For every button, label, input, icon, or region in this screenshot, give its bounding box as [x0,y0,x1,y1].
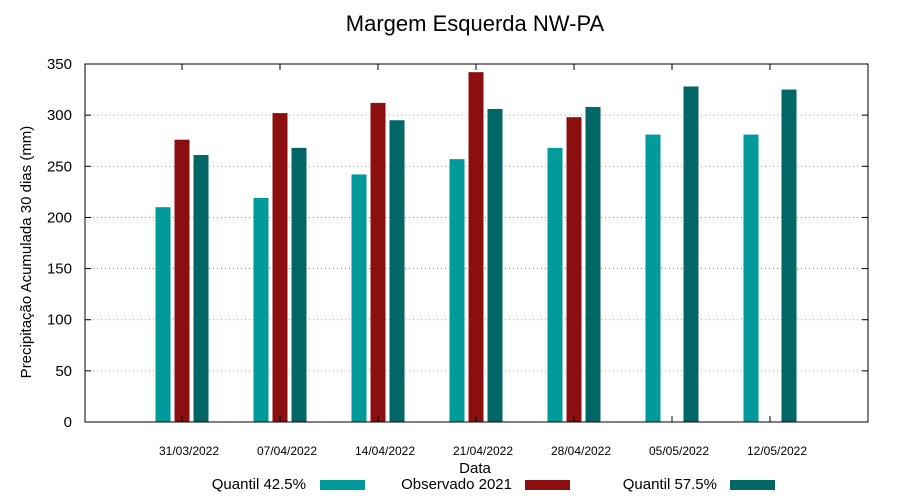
bar [253,197,269,422]
bar [547,147,563,423]
bar [743,134,759,422]
x-tick-label: 14/04/2022 [355,444,415,458]
y-axis-label: Precipitação Acumulada 30 dias (mm) [18,126,35,379]
bar [272,113,288,423]
grid-lines [85,114,868,372]
y-tick-label: 250 [47,158,72,175]
bars [155,72,797,423]
bar [449,159,465,422]
bar [370,102,386,423]
y-tick-label: 350 [47,56,72,73]
bar [566,117,582,422]
bar [155,207,171,422]
bar [585,106,601,423]
bar [389,120,405,422]
x-axis-label: Data [459,460,491,477]
y-tick-label: 300 [47,107,72,124]
x-axis-ticks: 31/03/2022 07/04/2022 14/04/2022 21/04/2022… [159,64,807,458]
legend-swatch [730,480,775,490]
legend-swatch [525,480,570,490]
legend-label: Quantil 42.5% [212,476,306,493]
x-tick-label: 12/05/2022 [747,444,807,458]
legend-label: Quantil 57.5% [623,476,717,493]
bar [781,89,797,423]
chart-title: Margem Esquerda NW-PA [346,11,605,36]
x-tick-label: 31/03/2022 [159,444,219,458]
y-tick-label: 0 [64,414,72,431]
x-tick-label: 05/05/2022 [649,444,709,458]
bar [487,109,503,423]
x-tick-label: 07/04/2022 [257,444,317,458]
legend-label: Observado 2021 [401,476,512,493]
bar [645,134,661,422]
x-tick-label: 21/04/2022 [453,444,513,458]
bar [683,86,699,422]
bar [174,139,190,423]
bar [351,174,367,422]
y-tick-label: 50 [55,363,72,380]
legend-swatch [320,480,365,490]
x-tick-label: 28/04/2022 [551,444,611,458]
y-tick-label: 200 [47,209,72,226]
bar [468,72,484,422]
bar [291,147,307,423]
y-tick-label: 100 [47,312,72,329]
bar [193,155,209,422]
y-tick-label: 150 [47,261,72,278]
legend: Quantil 42.5% Observado 2021 Quantil 57.5% [212,476,775,493]
y-axis-ticks: 0 50 100 150 200 250 300 350 [47,56,868,431]
